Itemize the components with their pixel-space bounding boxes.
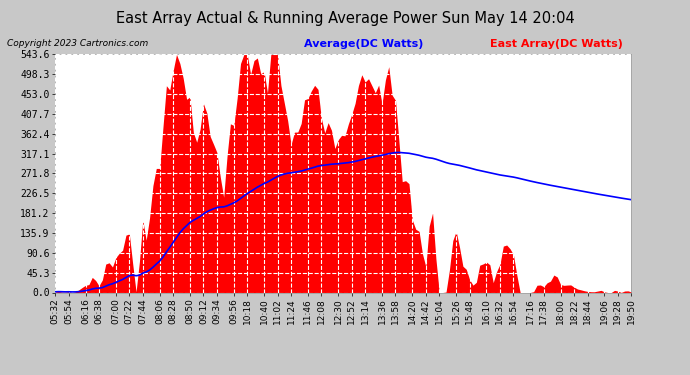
Text: East Array(DC Watts): East Array(DC Watts) [490,39,623,50]
Text: East Array Actual & Running Average Power Sun May 14 20:04: East Array Actual & Running Average Powe… [116,11,574,26]
Text: Copyright 2023 Cartronics.com: Copyright 2023 Cartronics.com [7,39,148,48]
Text: Average(DC Watts): Average(DC Watts) [304,39,423,50]
